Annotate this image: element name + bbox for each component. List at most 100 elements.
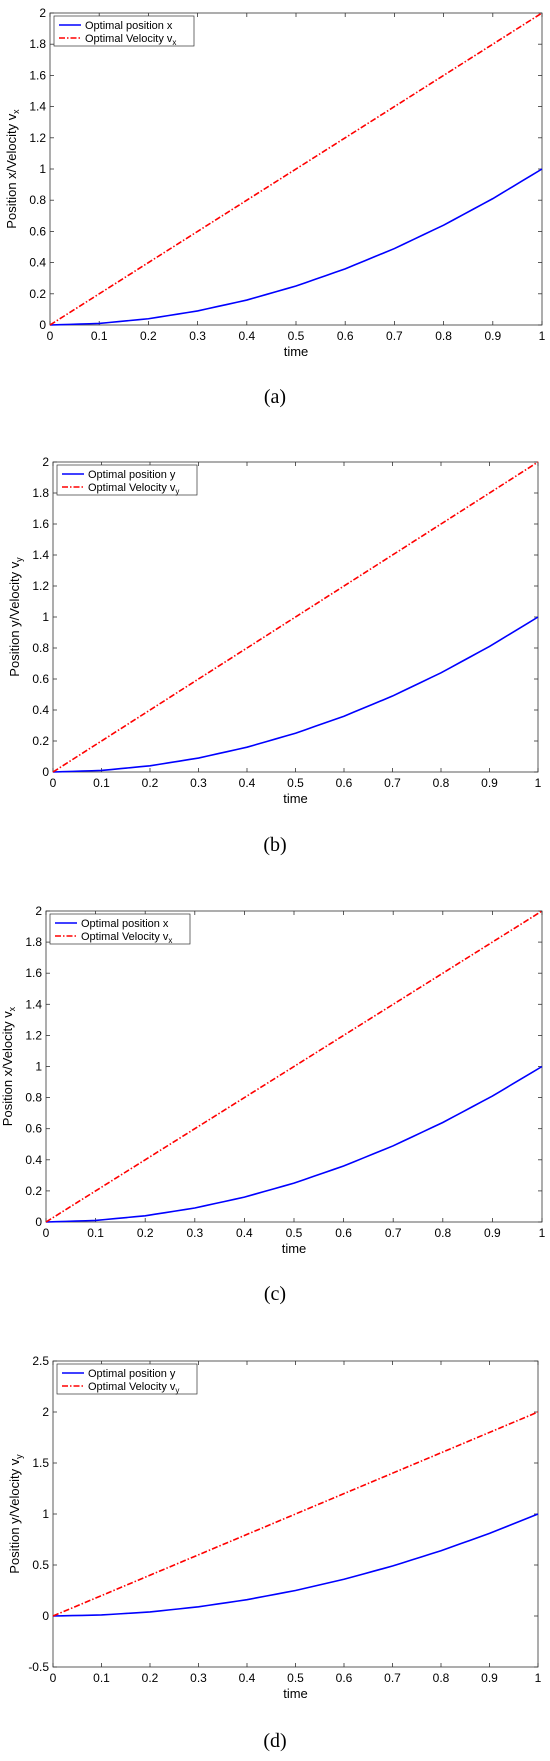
legend-entry-text: Optimal position x xyxy=(81,918,169,930)
legend-entry: Optimal position y xyxy=(88,469,176,481)
legend-box xyxy=(53,15,195,47)
y-axis-label-subscript: y xyxy=(14,557,24,562)
y-tick-label: 1 xyxy=(35,1060,42,1074)
x-tick-label: 0 xyxy=(47,329,54,343)
x-tick-label: 0.5 xyxy=(287,776,304,790)
legend-entry: Optimal Velocity vx xyxy=(85,33,176,47)
legend-entry-subscript: y xyxy=(175,487,179,496)
x-tick-label: 0.9 xyxy=(484,329,501,343)
chart-panel-1: 0 0.1 0.2 0.3 0.4 0.5 0.6 0.7 0.8 0.9 1 0 0.2 0.4 0.6 0… xyxy=(4,6,546,408)
y-axis-label-main: Position x/Velocity v xyxy=(4,113,19,228)
y-tick-label: 1.4 xyxy=(29,100,46,114)
x-tick-label: 0.4 xyxy=(239,776,256,790)
x-tick-label: 0.1 xyxy=(93,776,110,790)
chart-panel-2: 0 0.1 0.2 0.3 0.4 0.5 0.6 0.7 0.8 0.9 1 0 0.2 0.4 0.6 0… xyxy=(7,455,542,856)
y-tick-label: 1 xyxy=(39,162,46,176)
x-tick-label: 0.9 xyxy=(481,1671,498,1685)
x-tick-label: 0.9 xyxy=(481,776,498,790)
x-tick-label: 0.4 xyxy=(236,1226,253,1240)
y-tick-label: 2.5 xyxy=(32,1354,49,1368)
legend-entry-text: Optimal Velocity v xyxy=(81,931,169,943)
y-tick-label: 1.2 xyxy=(32,579,49,593)
x-tick-label: 0.3 xyxy=(190,1671,207,1685)
x-tick-label: 0.7 xyxy=(384,776,401,790)
y-axis-label-main: Position y/Velocity v xyxy=(7,561,22,676)
y-tick-label: 2 xyxy=(42,455,49,469)
x-tick-label: 0.7 xyxy=(386,329,403,343)
series-line-velocity xyxy=(52,461,539,773)
y-tick-label: 0.8 xyxy=(32,641,49,655)
series-line-velocity xyxy=(49,12,543,326)
y-tick-label: 1.2 xyxy=(25,1028,42,1042)
x-tick-label: 0.6 xyxy=(336,1671,353,1685)
x-axis-label: time xyxy=(282,1241,307,1256)
y-tick-label: 1.8 xyxy=(25,935,42,949)
chart-panel-3: 0 0.1 0.2 0.3 0.4 0.5 0.6 0.7 0.8 0.9 1 0 0.2 0.4 0.6 0… xyxy=(0,904,546,1305)
x-tick-label: 1 xyxy=(539,329,546,343)
y-tick-label: 0.4 xyxy=(25,1153,42,1167)
legend-entry: Optimal Velocity vx xyxy=(81,931,172,945)
x-axis-label: time xyxy=(283,1686,308,1701)
x-tick-label: 0.3 xyxy=(190,776,207,790)
y-axis-label: Position x/Velocity vx xyxy=(0,1006,17,1126)
y-tick-label: 2 xyxy=(35,904,42,918)
legend-entry: Optimal position y xyxy=(88,1368,176,1380)
y-tick-label: 0.2 xyxy=(25,1184,42,1198)
legend-entry: Optimal Velocity vy xyxy=(88,1381,179,1395)
x-tick-label: 0.8 xyxy=(433,1671,450,1685)
x-tick-label: 0.5 xyxy=(288,329,305,343)
legend-entry-text: Optimal Velocity v xyxy=(88,1381,176,1393)
figure-caption: (b) xyxy=(263,834,286,856)
series-line-position xyxy=(45,1065,543,1223)
y-tick-label: 1 xyxy=(42,1507,49,1521)
plot-area xyxy=(52,1360,539,1668)
y-tick-label: 0.6 xyxy=(25,1122,42,1136)
y-axis-label-subscript: y xyxy=(14,1454,24,1459)
legend-entry-text: Optimal position y xyxy=(88,1368,176,1380)
x-tick-label: 0.7 xyxy=(384,1671,401,1685)
legend-entry-text: Optimal Velocity v xyxy=(85,33,173,45)
y-tick-label: 1.4 xyxy=(32,548,49,562)
x-tick-label: 0.1 xyxy=(87,1226,104,1240)
x-tick-label: 0.3 xyxy=(189,329,206,343)
legend-entry-subscript: y xyxy=(175,1386,179,1395)
y-tick-label: 0.4 xyxy=(29,256,46,270)
x-tick-label: 1 xyxy=(535,1671,542,1685)
x-tick-label: 1 xyxy=(539,1226,546,1240)
y-tick-label: 1.4 xyxy=(25,997,42,1011)
series-line-velocity xyxy=(45,910,543,1223)
series-line-velocity xyxy=(52,1411,539,1617)
x-tick-label: 0.8 xyxy=(435,329,452,343)
x-axis-label: time xyxy=(283,791,308,806)
legend-entry-text: Optimal Velocity v xyxy=(88,482,176,494)
figure-caption: (a) xyxy=(264,386,286,408)
x-tick-label: 0.6 xyxy=(335,1226,352,1240)
legend-entry-subscript: x xyxy=(172,38,176,47)
legend-entry-text: Optimal position x xyxy=(85,20,173,32)
y-tick-label: 0 xyxy=(35,1215,42,1229)
figure-caption: (d) xyxy=(263,1730,286,1752)
y-tick-label: 1.6 xyxy=(32,517,49,531)
y-tick-label: 1 xyxy=(42,610,49,624)
legend-box xyxy=(56,464,198,496)
series-line-position xyxy=(52,616,539,773)
y-tick-label: 1.2 xyxy=(29,131,46,145)
y-tick-label: 1.8 xyxy=(29,37,46,51)
y-tick-label: 0.6 xyxy=(29,224,46,238)
y-tick-label: 0.2 xyxy=(32,734,49,748)
chart-panel-4: 0 0.1 0.2 0.3 0.4 0.5 0.6 0.7 0.8 0.9 1-0.500.511.… xyxy=(7,1354,542,1752)
y-tick-label: -0.5 xyxy=(28,1660,49,1674)
y-axis-label: Position x/Velocity vx xyxy=(4,109,21,229)
x-tick-label: 0.2 xyxy=(142,1671,159,1685)
x-tick-label: 0.8 xyxy=(434,1226,451,1240)
x-tick-label: 0.6 xyxy=(337,329,354,343)
legend-entry-subscript: x xyxy=(168,936,172,945)
y-tick-label: 0.2 xyxy=(29,287,46,301)
y-tick-label: 0.8 xyxy=(29,193,46,207)
y-tick-label: 1.6 xyxy=(29,68,46,82)
y-tick-label: 1.8 xyxy=(32,486,49,500)
x-tick-label: 0 xyxy=(43,1226,50,1240)
